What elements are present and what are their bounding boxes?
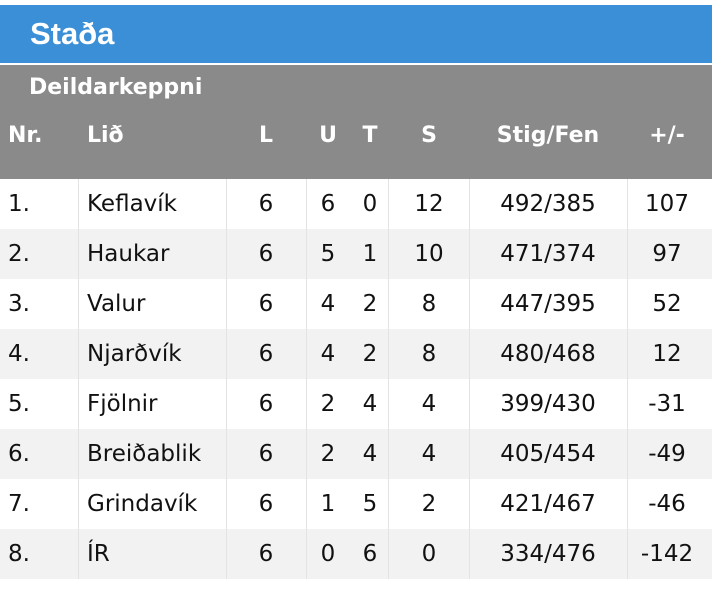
cell-u: 0 (320, 541, 336, 567)
cell-t: 1 (362, 241, 378, 267)
cell-stig-fen: 421/467 (500, 491, 596, 517)
cell-t: 2 (362, 341, 378, 367)
cell-t: 6 (362, 541, 378, 567)
column-divider (469, 179, 470, 579)
cell-s: 12 (414, 191, 444, 217)
cell-diff: -49 (648, 441, 686, 467)
table-row: 7. Grindavík 6 1 5 2 421/467 -46 (0, 479, 712, 529)
cell-diff: 97 (652, 241, 682, 267)
cell-stig-fen: 405/454 (500, 441, 596, 467)
cell-l: 6 (258, 541, 274, 567)
cell-team: Breiðablik (87, 441, 202, 467)
cell-stig-fen: 480/468 (500, 341, 596, 367)
cell-nr: 2. (8, 241, 30, 267)
column-header-t: T (362, 123, 378, 148)
cell-diff: 12 (652, 341, 682, 367)
cell-s: 10 (414, 241, 444, 267)
cell-s: 2 (421, 491, 437, 517)
cell-diff: 107 (645, 191, 689, 217)
cell-l: 6 (258, 241, 274, 267)
cell-l: 6 (258, 191, 274, 217)
cell-team: Keflavík (87, 191, 177, 217)
cell-team: Haukar (87, 241, 170, 267)
cell-l: 6 (258, 341, 274, 367)
cell-nr: 8. (8, 541, 30, 567)
cell-nr: 1. (8, 191, 30, 217)
cell-nr: 5. (8, 391, 30, 417)
standings-table-body: 1. Keflavík 6 6 0 12 492/385 107 2. Haukar 6 5 1 10 47… (0, 179, 712, 579)
column-header-lid: Lið (87, 123, 124, 148)
table-row: 4. Njarðvík 6 4 2 8 480/468 12 (0, 329, 712, 379)
cell-u: 2 (320, 391, 336, 417)
cell-nr: 7. (8, 491, 30, 517)
column-divider (627, 179, 628, 579)
cell-s: 8 (421, 291, 437, 317)
cell-team: Njarðvík (87, 341, 182, 367)
cell-diff: -31 (648, 391, 686, 417)
cell-s: 8 (421, 341, 437, 367)
cell-t: 4 (362, 391, 378, 417)
table-row: 3. Valur 6 4 2 8 447/395 52 (0, 279, 712, 329)
cell-u: 6 (320, 191, 336, 217)
cell-s: 4 (421, 441, 437, 467)
cell-nr: 6. (8, 441, 30, 467)
table-row: 1. Keflavík 6 6 0 12 492/385 107 (0, 179, 712, 229)
cell-l: 6 (258, 491, 274, 517)
page-title: Staða (0, 5, 712, 63)
cell-team: ÍR (87, 541, 110, 567)
cell-stig-fen: 334/476 (500, 541, 596, 567)
cell-diff: 52 (652, 291, 682, 317)
cell-team: Grindavík (87, 491, 198, 517)
cell-diff: -46 (648, 491, 686, 517)
cell-team: Valur (87, 291, 146, 317)
cell-nr: 3. (8, 291, 30, 317)
table-header: Deildarkeppni Nr. Lið L U T S Stig/Fen +… (0, 65, 712, 179)
cell-diff: -142 (640, 541, 694, 567)
column-divider (78, 179, 79, 579)
column-header-l: L (258, 123, 274, 148)
cell-l: 6 (258, 291, 274, 317)
cell-u: 1 (320, 491, 336, 517)
column-divider (226, 179, 227, 579)
cell-t: 0 (362, 191, 378, 217)
column-header-diff: +/- (649, 123, 685, 148)
column-header-u: U (319, 123, 337, 148)
cell-l: 6 (258, 441, 274, 467)
cell-u: 2 (320, 441, 336, 467)
column-divider (388, 179, 389, 579)
cell-l: 6 (258, 391, 274, 417)
column-divider (306, 179, 307, 579)
cell-stig-fen: 471/374 (500, 241, 596, 267)
column-header-stig-fen: Stig/Fen (496, 123, 600, 148)
table-row: 6. Breiðablik 6 2 4 4 405/454 -49 (0, 429, 712, 479)
cell-stig-fen: 447/395 (500, 291, 596, 317)
cell-u: 4 (320, 341, 336, 367)
column-header-nr: Nr. (8, 123, 43, 148)
column-header-s: S (421, 123, 437, 148)
cell-s: 4 (421, 391, 437, 417)
cell-t: 2 (362, 291, 378, 317)
cell-u: 5 (320, 241, 336, 267)
cell-team: Fjölnir (87, 391, 158, 417)
table-row: 8. ÍR 6 0 6 0 334/476 -142 (0, 529, 712, 579)
cell-t: 4 (362, 441, 378, 467)
cell-nr: 4. (8, 341, 30, 367)
cell-stig-fen: 399/430 (500, 391, 596, 417)
table-row: 2. Haukar 6 5 1 10 471/374 97 (0, 229, 712, 279)
cell-t: 5 (362, 491, 378, 517)
cell-s: 0 (421, 541, 437, 567)
table-row: 5. Fjölnir 6 2 4 4 399/430 -31 (0, 379, 712, 429)
league-subtitle: Deildarkeppni (29, 75, 203, 100)
cell-stig-fen: 492/385 (500, 191, 596, 217)
cell-u: 4 (320, 291, 336, 317)
